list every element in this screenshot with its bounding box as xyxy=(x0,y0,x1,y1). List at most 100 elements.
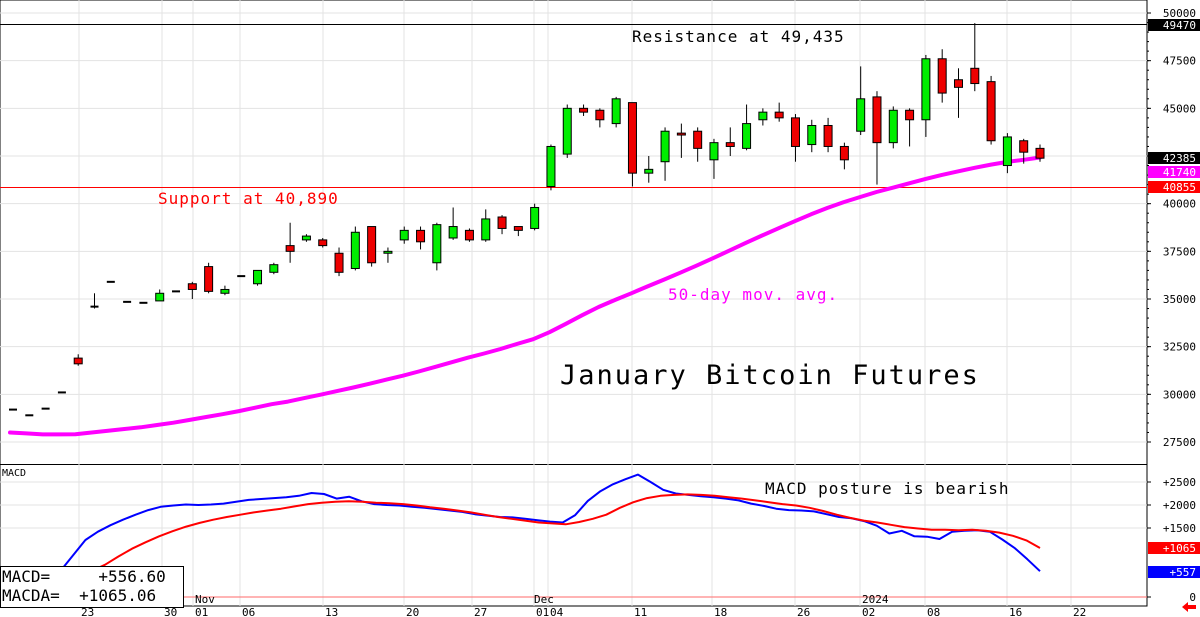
macd-value-tag-label: +1065 xyxy=(1163,542,1196,555)
candlestick xyxy=(839,142,849,170)
x-tick-label: 30 xyxy=(164,606,177,617)
candle-body xyxy=(464,229,474,241)
candlestick xyxy=(367,226,377,267)
price-tag: 42385 xyxy=(1148,152,1200,165)
candlestick xyxy=(676,123,686,158)
candle-body xyxy=(644,168,654,174)
candle-body xyxy=(790,117,800,147)
plot-frame xyxy=(0,0,1148,607)
macd-title: MACD xyxy=(2,468,26,479)
y-tick-label: 50000 xyxy=(1163,7,1196,20)
macd-annotation: MACD posture is bearish xyxy=(765,479,1010,498)
x-tick-label: 01 xyxy=(195,606,208,617)
candle-body xyxy=(774,111,784,119)
x-tick-label: 08 xyxy=(927,606,940,617)
macd-layer xyxy=(59,473,1041,573)
candlestick xyxy=(937,49,947,103)
candlestick xyxy=(1019,138,1029,164)
candle-body xyxy=(742,123,752,149)
candle-body xyxy=(513,226,523,231)
candle-body xyxy=(432,224,442,264)
price-tag-label: 42385 xyxy=(1163,152,1196,165)
candlestick xyxy=(644,156,654,183)
candle-body xyxy=(937,58,947,94)
candle-body xyxy=(807,124,817,146)
candle-body xyxy=(187,283,197,290)
candle-body xyxy=(823,124,833,147)
candle-body xyxy=(350,231,360,269)
y-tick-label: 35000 xyxy=(1163,293,1196,306)
candlestick xyxy=(790,114,800,162)
candle-body xyxy=(334,252,344,273)
macda-value-line: MACDA= +1065.06 xyxy=(2,586,157,605)
candlestick xyxy=(807,119,817,153)
x-tick-label: 27 xyxy=(474,606,487,617)
arrow-left-icon[interactable] xyxy=(1181,600,1197,614)
candlestick xyxy=(155,289,165,302)
chart-title: January Bitcoin Futures xyxy=(560,360,980,391)
candlestick xyxy=(693,127,703,162)
candle-body xyxy=(416,229,426,243)
x-tick-label: 02 xyxy=(862,606,875,617)
candle-body xyxy=(921,58,931,121)
candle-body xyxy=(367,226,377,264)
y-tick-label: 32500 xyxy=(1163,341,1196,354)
y-tick-label: +1500 xyxy=(1163,522,1196,535)
candle-body xyxy=(888,109,898,144)
candlestick xyxy=(953,68,963,118)
candlestick xyxy=(73,354,83,366)
candle-body xyxy=(155,292,165,302)
macd-value-line: MACD= +556.60 xyxy=(2,567,166,586)
candlestick xyxy=(579,104,589,116)
candle-body xyxy=(693,130,703,149)
x-tick-label: 18 xyxy=(714,606,727,617)
x-tick-label: 13 xyxy=(325,606,338,617)
macd-value-tag-label: +557 xyxy=(1170,566,1197,579)
candlestick xyxy=(399,226,409,244)
candlestick xyxy=(627,102,637,187)
candlestick xyxy=(905,108,915,147)
candle-body xyxy=(253,269,263,285)
candlestick xyxy=(921,54,931,137)
x-tick-label: 04 xyxy=(550,606,564,617)
candle-body xyxy=(709,142,719,161)
candlestick xyxy=(1035,144,1045,162)
candlestick xyxy=(432,222,442,271)
macd-value-tag-bg xyxy=(1148,566,1200,578)
x-tick-label: 22 xyxy=(1073,606,1086,617)
candlestick xyxy=(856,66,866,136)
y-tick-label: 47500 xyxy=(1163,55,1196,68)
y-tick-label: 45000 xyxy=(1163,102,1196,115)
price-tag: 40855 xyxy=(1148,181,1200,194)
candlestick xyxy=(497,215,507,235)
candlestick xyxy=(301,234,311,242)
candle-body xyxy=(318,239,328,247)
candlestick xyxy=(1002,133,1012,174)
y-tick-label: 27500 xyxy=(1163,436,1196,449)
candle-body xyxy=(725,142,735,147)
grid xyxy=(0,0,1148,607)
x-tick-label: 01 xyxy=(536,606,549,617)
candlestick xyxy=(318,237,328,248)
candlestick xyxy=(872,91,882,185)
candle-body xyxy=(1019,140,1029,153)
month-label: 2024 xyxy=(862,593,889,606)
candlestick xyxy=(383,247,393,263)
candlestick xyxy=(530,203,540,231)
candle-body xyxy=(872,96,882,144)
candle-body xyxy=(1002,136,1012,167)
candle-body xyxy=(562,107,572,155)
macd-value-tag: +557 xyxy=(1148,566,1200,579)
candle-body xyxy=(204,266,214,292)
x-tick-label: 23 xyxy=(81,606,94,617)
candlestick xyxy=(562,104,572,158)
candle-body xyxy=(839,145,849,161)
moving-average-layer xyxy=(8,155,1042,437)
candlestick xyxy=(350,226,360,271)
candles-layer xyxy=(9,23,1045,417)
candle-body xyxy=(497,216,507,229)
month-label: Nov xyxy=(195,593,215,606)
price-tag-label: 41740 xyxy=(1163,166,1196,179)
